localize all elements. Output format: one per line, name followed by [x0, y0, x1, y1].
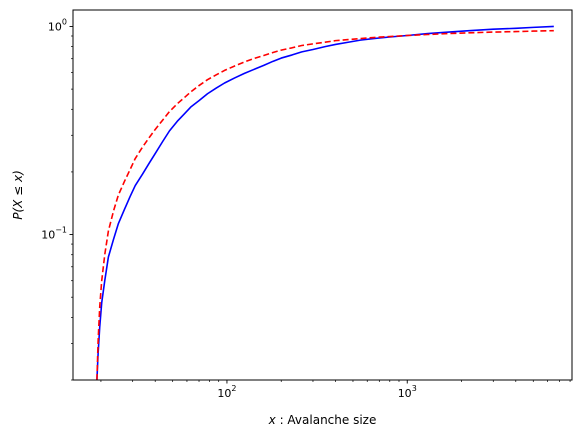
axes-frame	[72, 9, 573, 381]
y-tick-label: 100	[48, 17, 67, 33]
series-line-2	[96, 29, 554, 380]
axis-ticks: 102 103 10−1 100	[41, 17, 571, 400]
plot-area	[96, 25, 554, 380]
series-line-1	[96, 25, 554, 380]
x-tick-label: 102	[217, 384, 236, 400]
y-tick-label: 10−1	[41, 226, 67, 242]
x-axis-label: x : Avalanche size	[268, 413, 377, 427]
y-axis-label: P(X ≤ x)	[11, 170, 25, 220]
x-tick-label: 103	[398, 384, 417, 400]
